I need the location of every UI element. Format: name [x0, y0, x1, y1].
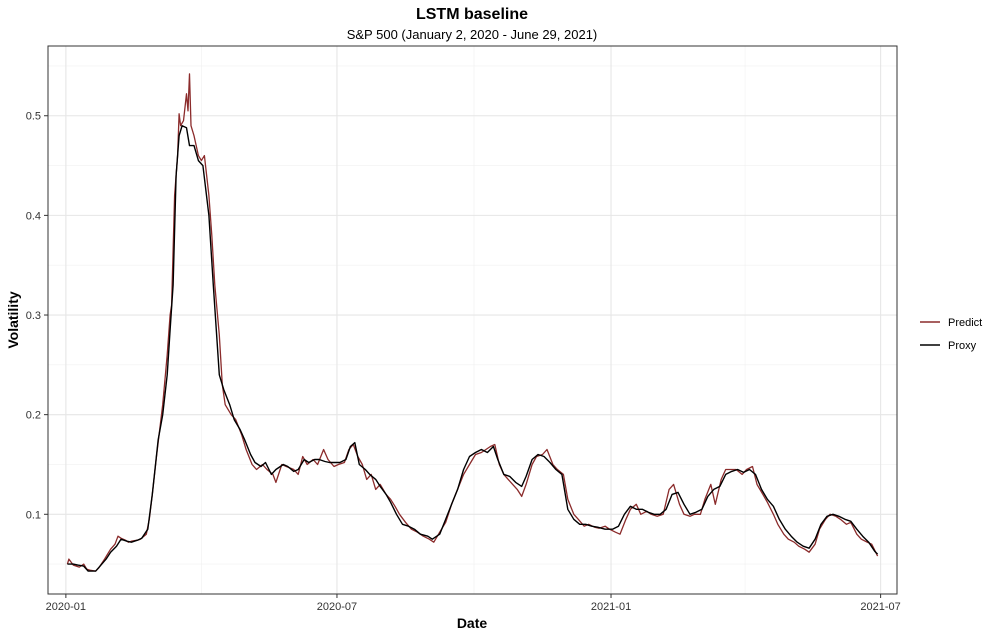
x-tick-label: 2020-01 — [46, 601, 86, 613]
y-tick-label: 0.1 — [26, 509, 41, 521]
y-tick-label: 0.2 — [26, 410, 41, 422]
y-tick-label: 0.3 — [26, 310, 41, 322]
series-layer — [66, 73, 879, 572]
series-line-proxy — [67, 124, 879, 572]
major-gridlines — [48, 46, 897, 594]
legend: Predict Proxy — [920, 317, 982, 352]
y-tick-label: 0.4 — [26, 210, 41, 222]
x-tick-label: 2021-01 — [591, 601, 631, 613]
legend-label-predict: Predict — [948, 317, 982, 329]
x-axis-ticks: 2020-01 2020-07 2021-01 2021-07 — [46, 594, 901, 613]
y-axis-ticks: 0.1 0.2 0.3 0.4 0.5 — [26, 111, 48, 521]
x-tick-label: 2021-07 — [860, 601, 900, 613]
x-tick-label: 2020-07 — [317, 601, 357, 613]
chart-subtitle: S&P 500 (January 2, 2020 - June 29, 2021… — [347, 27, 598, 42]
legend-label-proxy: Proxy — [948, 340, 977, 352]
series-line-predict — [66, 73, 879, 572]
plot-panel-border — [47, 45, 898, 595]
x-axis-title: Date — [457, 615, 488, 631]
chart-title: LSTM baseline — [416, 6, 528, 23]
minor-gridlines — [48, 46, 897, 594]
y-axis-title: Volatility — [5, 291, 21, 349]
y-tick-label: 0.5 — [26, 111, 41, 123]
